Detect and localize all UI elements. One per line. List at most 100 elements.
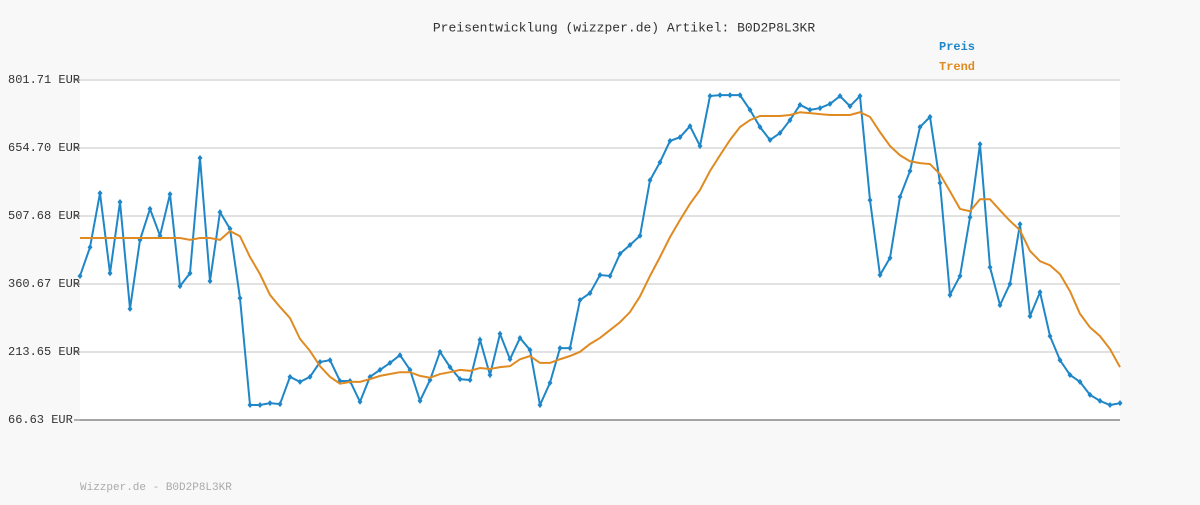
point	[87, 244, 93, 251]
point	[487, 371, 493, 378]
y-tick-label: 801.71 EUR	[8, 73, 80, 87]
point	[677, 134, 683, 141]
point	[397, 352, 403, 359]
point	[377, 366, 383, 373]
point	[837, 93, 843, 100]
point	[607, 272, 613, 279]
point	[567, 345, 573, 352]
point	[357, 398, 363, 405]
point	[1087, 391, 1093, 398]
y-tick-label: 66.63 EUR	[8, 413, 73, 427]
point	[387, 359, 393, 366]
point	[937, 180, 943, 187]
point	[327, 357, 333, 364]
point	[767, 136, 773, 143]
point	[1027, 313, 1033, 320]
point	[297, 378, 303, 385]
point	[147, 205, 153, 212]
point	[887, 254, 893, 261]
point	[187, 270, 193, 277]
point	[177, 283, 183, 290]
point	[717, 92, 723, 99]
point	[797, 101, 803, 108]
point	[997, 302, 1003, 309]
point	[557, 345, 563, 352]
point	[447, 364, 453, 371]
point	[987, 264, 993, 271]
point	[1057, 357, 1063, 364]
point	[927, 113, 933, 120]
point	[77, 272, 83, 279]
point	[207, 278, 213, 285]
point	[507, 356, 513, 363]
point	[617, 250, 623, 257]
point	[307, 373, 313, 380]
legend-label: Trend	[939, 60, 975, 74]
point	[127, 305, 133, 312]
point	[537, 402, 543, 409]
point	[457, 376, 463, 383]
point	[287, 373, 293, 380]
point	[957, 272, 963, 279]
point	[517, 334, 523, 341]
point	[477, 336, 483, 343]
point	[1037, 289, 1043, 296]
point	[657, 159, 663, 166]
point	[227, 225, 233, 232]
point	[217, 209, 223, 216]
point	[1017, 221, 1023, 228]
point	[197, 155, 203, 162]
point	[97, 190, 103, 197]
point	[807, 106, 813, 113]
point	[977, 141, 983, 148]
point	[637, 232, 643, 239]
y-tick-label: 360.67 EUR	[8, 277, 80, 291]
point	[1007, 280, 1013, 287]
y-tick-label: 507.68 EUR	[8, 209, 80, 223]
point	[647, 177, 653, 184]
point	[267, 400, 273, 407]
y-tick-label: 654.70 EUR	[8, 141, 80, 155]
point	[847, 103, 853, 110]
point	[1107, 402, 1113, 409]
point	[757, 124, 763, 131]
point	[707, 93, 713, 100]
point	[597, 272, 603, 279]
point	[467, 377, 473, 384]
point	[427, 377, 433, 384]
footer: Wizzper.de - B0D2P8L3KR	[80, 482, 232, 494]
legend-label: Preis	[939, 40, 975, 54]
point	[947, 291, 953, 298]
point	[1077, 378, 1083, 385]
point	[777, 130, 783, 137]
point	[787, 117, 793, 124]
point	[577, 297, 583, 304]
point	[1097, 397, 1103, 404]
point	[117, 198, 123, 205]
point	[547, 379, 553, 386]
point	[667, 137, 673, 144]
point	[687, 123, 693, 130]
point	[417, 397, 423, 404]
point	[497, 330, 503, 337]
point	[627, 241, 633, 248]
point	[1117, 400, 1123, 407]
point	[827, 100, 833, 107]
point	[527, 346, 533, 353]
chart-title: Preisentwicklung (wizzper.de) Artikel: B…	[433, 20, 815, 35]
point	[857, 93, 863, 100]
point	[917, 124, 923, 131]
point	[877, 272, 883, 279]
point	[167, 191, 173, 198]
point	[697, 143, 703, 150]
point	[237, 295, 243, 302]
point	[587, 290, 593, 297]
point	[257, 402, 263, 409]
point	[867, 197, 873, 204]
point	[817, 105, 823, 112]
point	[967, 214, 973, 221]
point	[907, 167, 913, 174]
y-tick-label: 213.65 EUR	[8, 345, 80, 359]
